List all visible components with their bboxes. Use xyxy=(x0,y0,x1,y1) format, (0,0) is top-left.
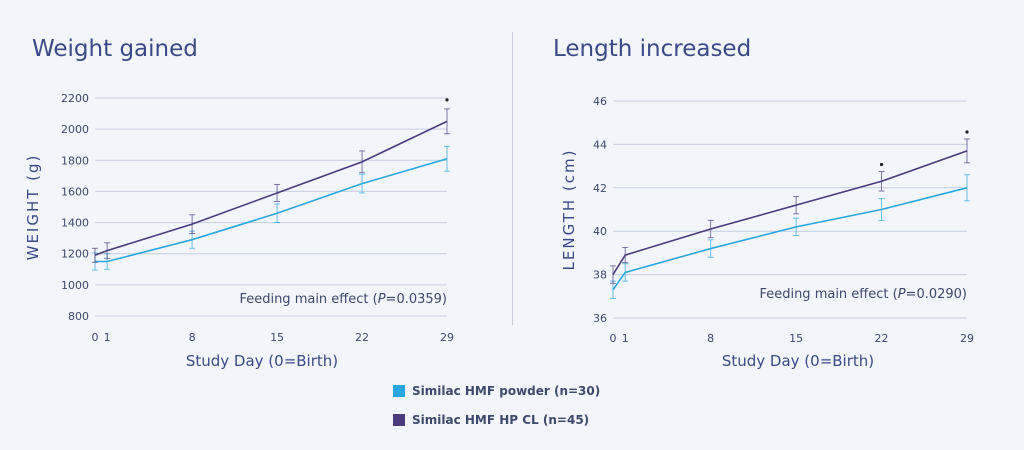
significance-marker xyxy=(445,98,449,102)
y-axis-label: WEIGHT (g) xyxy=(24,154,42,261)
series-line-1 xyxy=(94,120,448,257)
y-axis-label: LENGTH (cm) xyxy=(560,149,578,271)
y-tick-label: 44 xyxy=(593,138,607,151)
series-line-0 xyxy=(95,157,448,263)
x-tick-label: 8 xyxy=(707,332,714,345)
legend: Similac HMF powder (n=30) Similac HMF HP… xyxy=(393,384,600,442)
legend-swatch-hmf-powder xyxy=(393,385,405,397)
legend-swatch-hmf-hp-cl xyxy=(393,414,405,426)
x-axis-label: Study Day (0=Birth) xyxy=(722,352,874,370)
series-line-0 xyxy=(612,187,968,291)
y-tick-label: 800 xyxy=(68,310,89,323)
annotation-post: =0.0359) xyxy=(386,292,447,307)
y-tick-label: 1200 xyxy=(61,248,89,261)
feeding-effect-annotation: Feeding main effect (P=0.0290) xyxy=(759,287,967,302)
significance-marker xyxy=(965,130,969,134)
annotation-pre: Feeding main effect ( xyxy=(239,292,377,307)
annotation-post: =0.0290) xyxy=(906,287,967,302)
x-tick-label: 1 xyxy=(104,331,111,344)
y-tick-label: 2000 xyxy=(61,123,89,136)
weight-chart: 800 1000 1200 1400 1600 1800 2000 2200 0 1 8 15 22 29… xyxy=(24,92,454,370)
annotation-pre: Feeding main effect ( xyxy=(759,287,897,302)
series-line-1 xyxy=(612,150,968,276)
x-tick-label: 29 xyxy=(440,331,454,344)
x-tick-label: 15 xyxy=(270,331,284,344)
legend-label-hmf-hp-cl: Similac HMF HP CL (n=45) xyxy=(412,413,590,427)
annotation-p: P xyxy=(898,287,906,302)
x-tick-label: 22 xyxy=(355,331,369,344)
y-tick-label: 1800 xyxy=(61,154,89,167)
panel-divider xyxy=(512,32,513,325)
x-tick-label: 29 xyxy=(960,332,974,345)
x-tick-label: 0 xyxy=(92,331,99,344)
x-tick-label: 1 xyxy=(622,332,629,345)
x-tick-label: 15 xyxy=(789,332,803,345)
y-tick-label: 42 xyxy=(593,182,607,195)
y-tick-label: 1600 xyxy=(61,185,89,198)
y-tick-label: 1000 xyxy=(61,279,89,292)
significance-marker xyxy=(879,162,884,167)
y-tick-label: 40 xyxy=(593,225,607,238)
y-tick-label: 46 xyxy=(593,95,607,108)
length-chart-title: Length increased xyxy=(553,36,752,62)
feeding-effect-annotation: Feeding main effect (P=0.0359) xyxy=(239,292,447,307)
x-tick-label: 0 xyxy=(610,332,617,345)
annotation-p: P xyxy=(378,292,386,307)
legend-label-hmf-powder: Similac HMF powder (n=30) xyxy=(412,384,601,398)
y-tick-label: 38 xyxy=(593,269,607,282)
weight-chart-title: Weight gained xyxy=(32,36,198,62)
y-tick-label: 2200 xyxy=(61,92,89,105)
y-tick-label: 1400 xyxy=(61,217,89,230)
x-axis-label: Study Day (0=Birth) xyxy=(186,352,338,370)
legend-item-hmf-hp-cl: Similac HMF HP CL (n=45) xyxy=(393,413,600,427)
length-chart: 36 38 40 42 44 46 0 1 8 15 22 29 Study Day (0=Birth)… xyxy=(560,95,974,370)
x-tick-label: 22 xyxy=(875,332,889,345)
x-tick-label: 8 xyxy=(189,331,196,344)
legend-item-hmf-powder: Similac HMF powder (n=30) xyxy=(393,384,600,398)
y-tick-label: 36 xyxy=(593,312,607,325)
